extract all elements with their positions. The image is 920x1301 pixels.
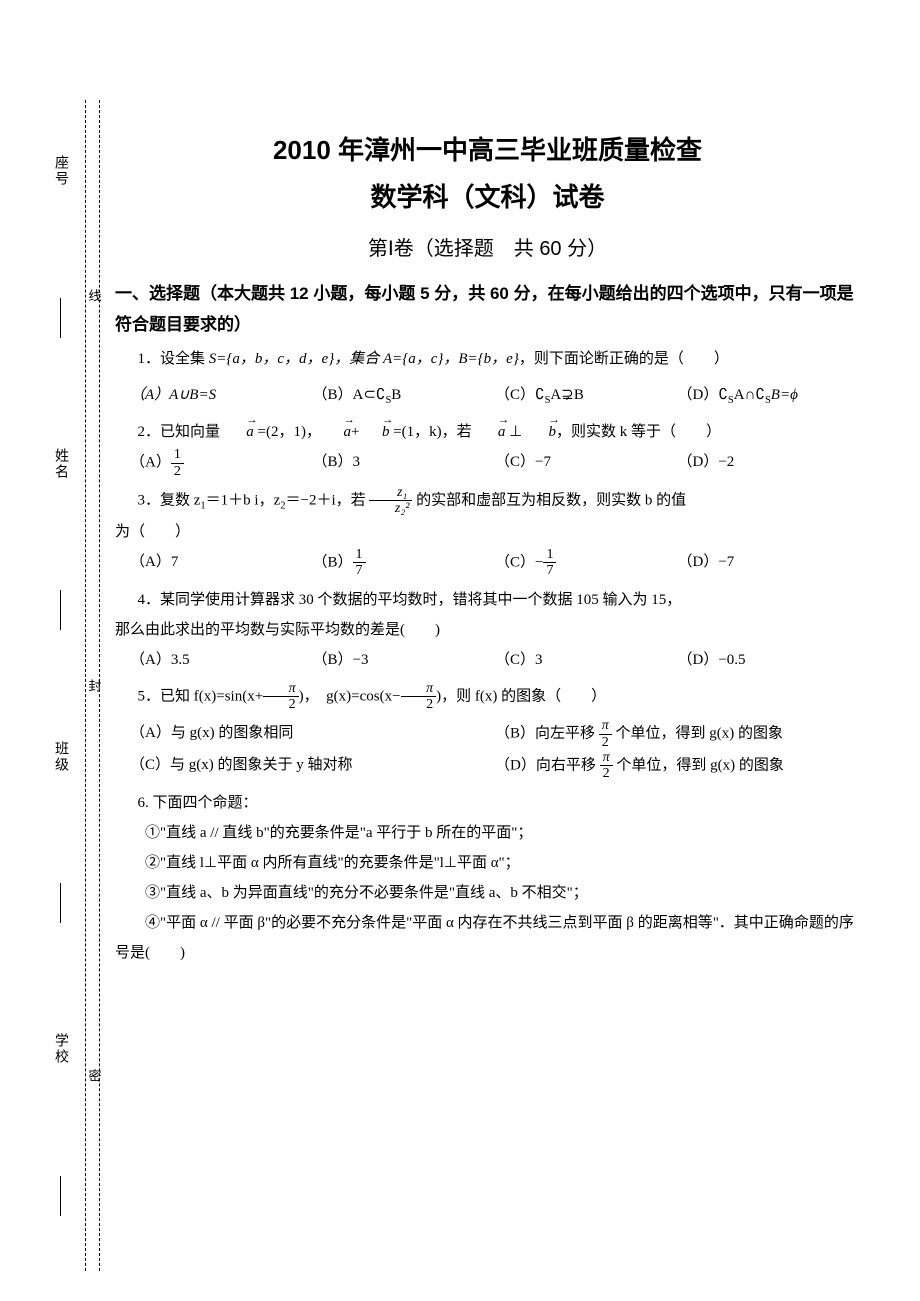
q1-option-d: （D）∁SA∩∁SB=ϕ [678,380,861,411]
q4-option-d: （D）−0.5 [678,645,861,675]
q4-option-a: （A）3.5 [130,645,313,675]
exam-title-line1: 2010 年漳州一中高三毕业班质量检查 [115,130,860,167]
question-2-stem: 2．已知向量 a =(2，1)，a+b =(1，k)，若 a ⊥ b，则实数 k… [115,417,860,447]
question-3-stem: 3．复数 z1＝1＋b i，z2＝−2＋i，若 z₁z₂² 的实部和虚部互为相反… [115,485,860,517]
q1-option-a: （A）A∪B=S [130,380,313,411]
exam-title-line2: 数学科（文科）试卷 [115,177,860,214]
margin-field-line [60,590,61,630]
q5-option-b: （B）向左平移 π2 个单位，得到 g(x) 的图象 [495,718,860,750]
question-1-stem: 1．设全集 S={a，b，c，d，e}，集合 A={a，c}，B={b，e}，则… [115,344,860,374]
q2-vec-a: a [224,417,254,447]
question-4-options: （A）3.5 （B）−3 （C）3 （D）−0.5 [115,645,860,675]
question-2-options: （A）12 （B）3 （C）−7 （D）−2 [115,447,860,479]
q3-option-c: （C）−17 [495,547,678,579]
q1-option-c: （C）∁SA⊋B [495,380,678,411]
q5-option-d: （D）向右平移 π2 个单位，得到 g(x) 的图象 [495,750,860,782]
q6-prop-3: ③"直线 a、b 为异面直线"的充分不必要条件是"直线 a、b 不相交"； [115,878,860,908]
q2-option-c: （C）−7 [495,447,678,479]
q4-option-b: （B）−3 [313,645,496,675]
q1-text-tail: ，则下面论断正确的是（ ） [519,351,729,367]
q2-option-a: （A）12 [130,447,313,479]
question-6-stem: 6. 下面四个命题： [115,788,860,818]
question-5-options-row2: （C）与 g(x) 的图象关于 y 轴对称 （D）向右平移 π2 个单位，得到 … [115,750,860,782]
q1-text: 1．设全集 [138,351,209,367]
q5-option-a: （A）与 g(x) 的图象相同 [130,718,495,750]
q4-option-c: （C）3 [495,645,678,675]
question-3-stem-tail: 为（ ） [115,517,860,547]
section-heading: 一、选择题（本大题共 12 小题，每小题 5 分，共 60 分，在每小题给出的四… [115,279,860,340]
seal-line-column: 线 封 密 [88,100,100,1271]
question-3-options: （A）7 （B）17 （C）−17 （D）−7 [115,547,860,579]
question-5-options-row1: （A）与 g(x) 的图象相同 （B）向左平移 π2 个单位，得到 g(x) 的… [115,718,860,750]
question-5-stem: 5．已知 f(x)=sin(x+π2)， g(x)=cos(x−π2)，则 f(… [115,681,860,713]
exam-subtitle: 第Ⅰ卷（选择题 共 60 分） [115,232,860,261]
margin-field-line [60,883,61,923]
q6-prop-2: ②"直线 l⊥平面 α 内所有直线"的充要条件是"l⊥平面 α"； [115,848,860,878]
question-1-options: （A）A∪B=S （B）A⊂∁SB （C）∁SA⊋B （D）∁SA∩∁SB=ϕ [115,380,860,411]
seal-word-feng: 封 [85,679,104,692]
margin-field-line [60,1176,61,1216]
margin-field-name: 姓名 [50,448,70,480]
q6-prop-1: ①"直线 a // 直线 b"的充要条件是"a 平行于 b 所在的平面"； [115,818,860,848]
margin-field-class: 班级 [50,741,70,773]
q3-option-a: （A）7 [130,547,313,579]
margin-field-line [60,298,61,338]
margin-field-column: 座号 姓名 班级 学校 [45,100,75,1271]
q3-option-b: （B）17 [313,547,496,579]
q3-option-d: （D）−7 [678,547,861,579]
seal-word-mi: 密 [85,1069,104,1082]
page-content: 2010 年漳州一中高三毕业班质量检查 数学科（文科）试卷 第Ⅰ卷（选择题 共 … [115,130,860,968]
margin-field-seat: 座号 [50,155,70,187]
q6-prop-4: ④"平面 α // 平面 β"的必要不充分条件是"平面 α 内存在不共线三点到平… [115,908,860,968]
q1-option-b: （B）A⊂∁SB [313,380,496,411]
q1-sets: S={a，b，c，d，e}，集合 A={a，c}，B={b，e} [209,351,519,367]
question-4-stem-line1: 4．某同学使用计算器求 30 个数据的平均数时，错将其中一个数据 105 输入为… [115,585,860,615]
q5-option-c: （C）与 g(x) 的图象关于 y 轴对称 [130,750,495,782]
q2-option-d: （D）−2 [678,447,861,479]
question-4-stem-line2: 那么由此求出的平均数与实际平均数的差是( ) [115,615,860,645]
q2-option-b: （B）3 [313,447,496,479]
margin-field-school: 学校 [50,1033,70,1065]
q2-text: 2．已知向量 [138,424,224,440]
seal-word-xian: 线 [85,289,104,302]
